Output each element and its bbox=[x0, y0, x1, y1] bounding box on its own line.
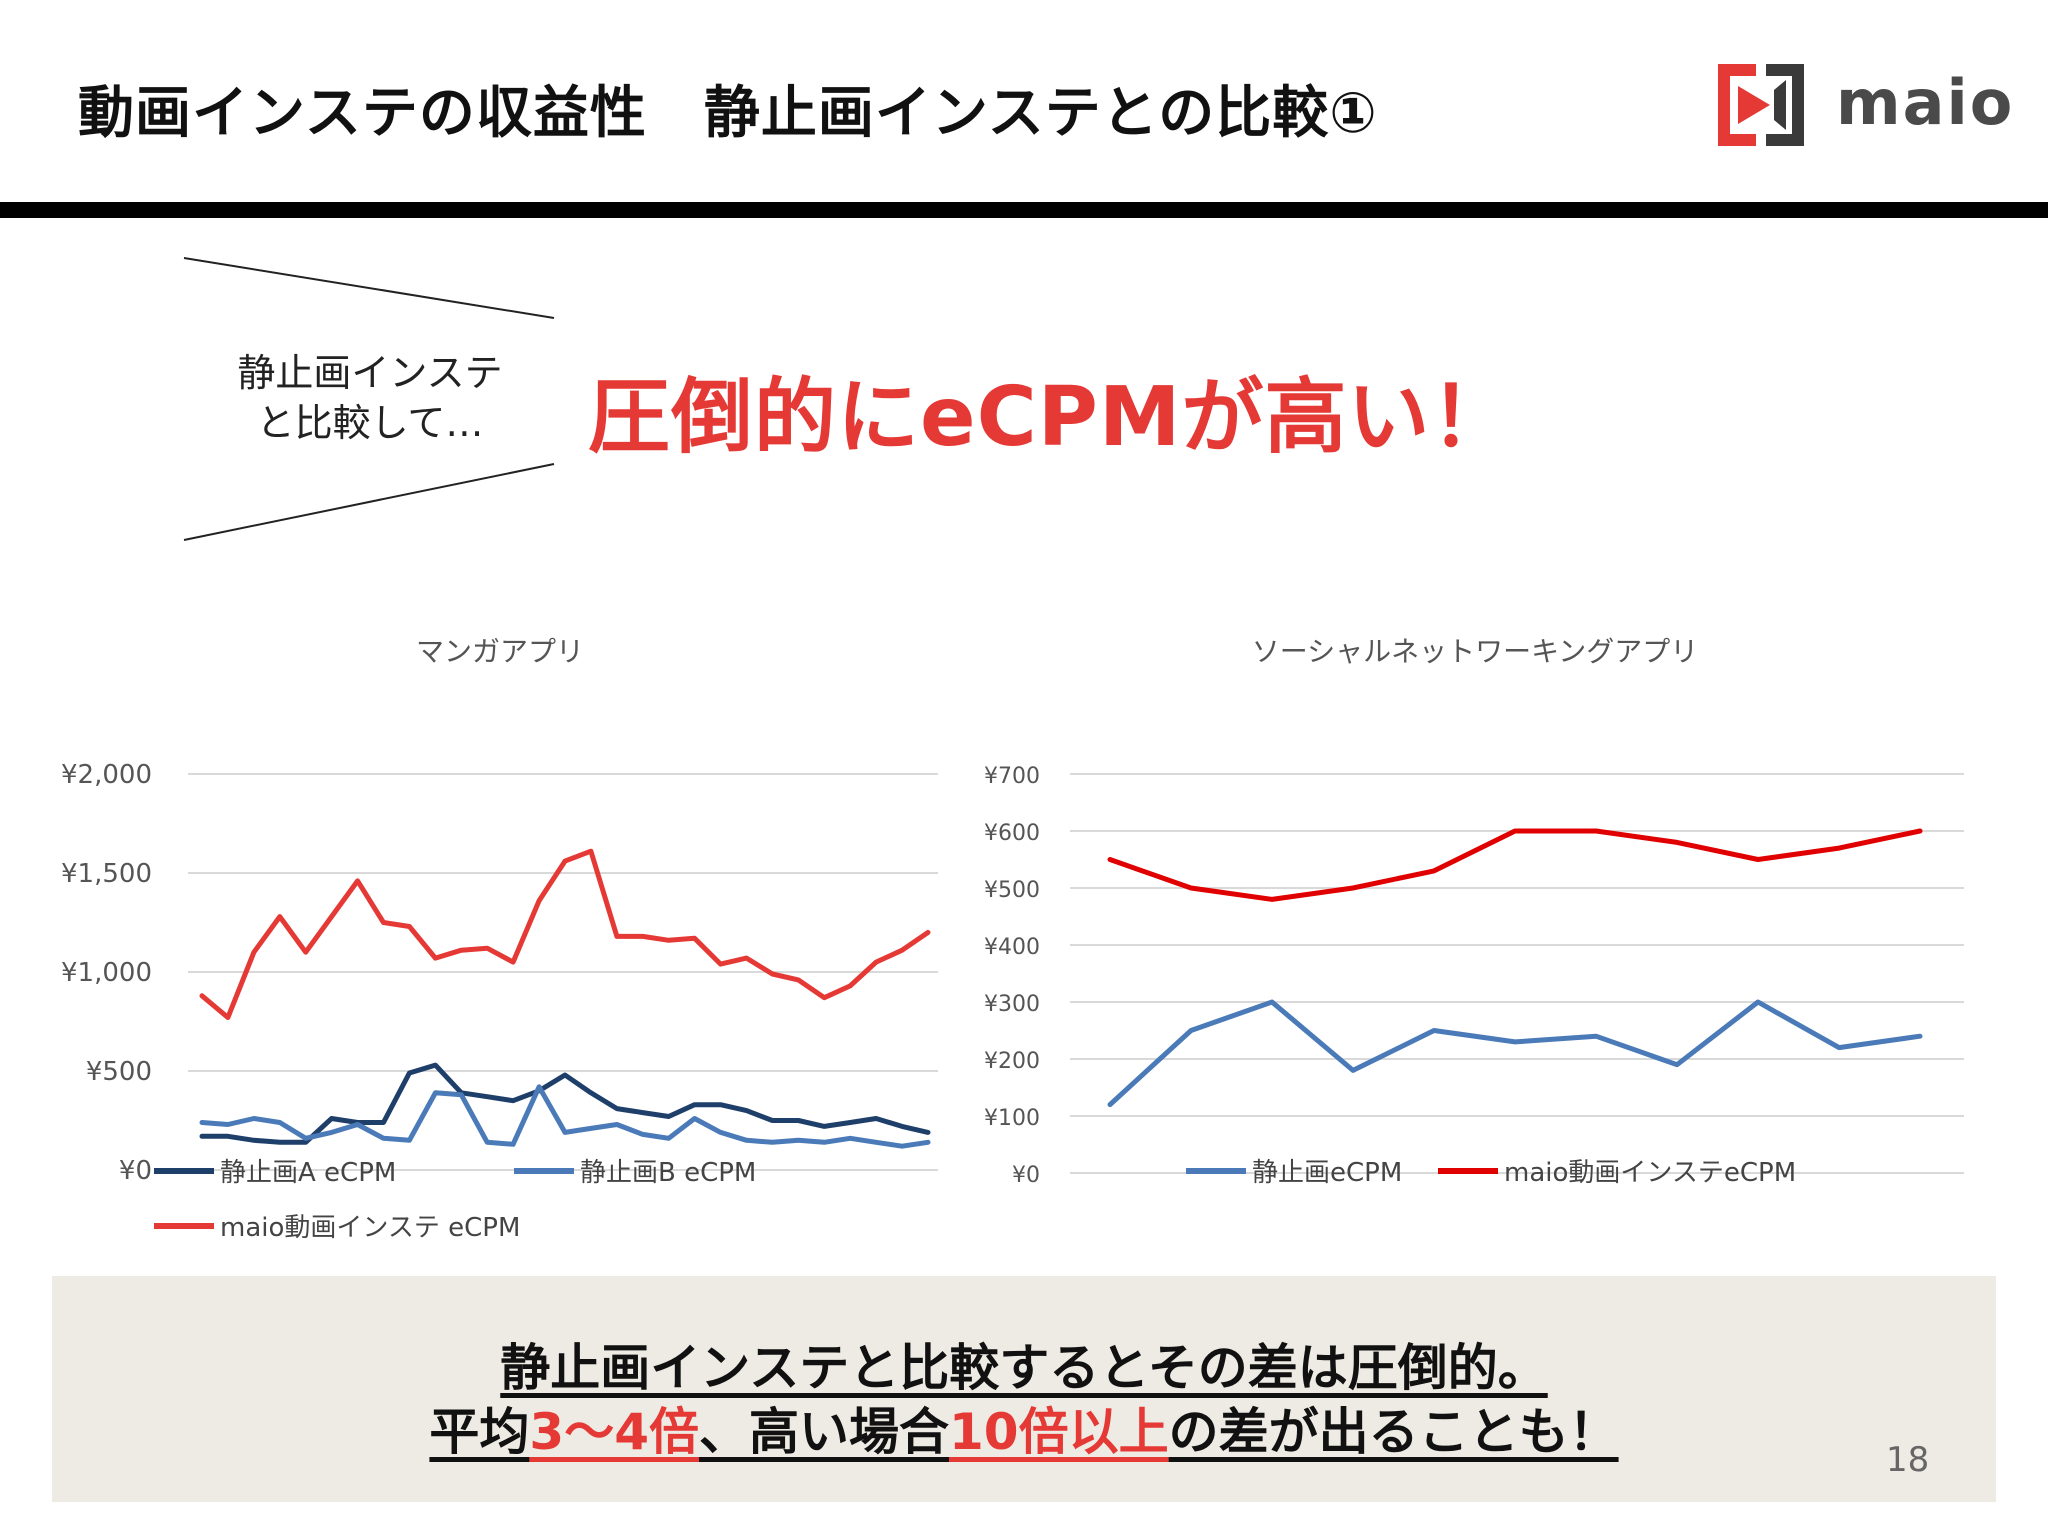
legend-label: 静止画A eCPM bbox=[220, 1158, 397, 1188]
series-line-1 bbox=[199, 1084, 931, 1149]
y-tick-label: ¥2,000 bbox=[61, 760, 152, 790]
chart-title: マンガアプリ bbox=[415, 635, 584, 668]
series-line-0 bbox=[1107, 999, 1923, 1108]
series-line-0 bbox=[199, 1062, 931, 1145]
summary-line-2: 平均3～4倍、高い場合10倍以上の差が出ることも！ bbox=[52, 1392, 1996, 1464]
series-line-2 bbox=[199, 848, 931, 1020]
logo-wordmark: maio bbox=[1836, 66, 2015, 139]
social-networking-app-chart: ソーシャルネットワーキングアプリ ¥0 ¥100 ¥200 ¥300 ¥400 ¥500 ¥… bbox=[960, 620, 1990, 1260]
legend-item-maio-video: maio動画インステeCPM bbox=[1438, 1152, 1796, 1189]
callout-text: 静止画インステ と比較して… bbox=[220, 348, 520, 448]
summary-box: 静止画インステと比較するとその差は圧倒的。 平均3～4倍、高い場合10倍以上の差… bbox=[52, 1276, 1996, 1502]
series-line-1 bbox=[1107, 828, 1923, 902]
y-tick-label: ¥1,000 bbox=[61, 958, 152, 988]
legend-label: 静止画B eCPM bbox=[580, 1158, 757, 1188]
y-tick-label: ¥1,500 bbox=[61, 859, 152, 889]
legend-swatch bbox=[1438, 1167, 1498, 1174]
legend-item-static: 静止画eCPM bbox=[1186, 1152, 1402, 1189]
summary-highlight-max: 10倍以上 bbox=[949, 1403, 1169, 1461]
legend-item-static-a: 静止画A eCPM bbox=[154, 1152, 396, 1189]
legend-item-maio-video: maio動画インステ eCPM bbox=[154, 1207, 520, 1244]
legend-label: 静止画eCPM bbox=[1252, 1158, 1403, 1188]
chart-title: ソーシャルネットワーキングアプリ bbox=[1251, 635, 1699, 668]
summary-line-1: 静止画インステと比較するとその差は圧倒的。 bbox=[52, 1328, 1996, 1400]
y-tick-label: ¥300 bbox=[984, 992, 1040, 1017]
social-chart-plot: ¥0 ¥100 ¥200 ¥300 ¥400 ¥500 ¥600 ¥700 bbox=[984, 764, 1964, 1188]
legend-label: maio動画インステ eCPM bbox=[220, 1213, 521, 1243]
manga-chart-plot: ¥0 ¥500 ¥1,000 ¥1,500 ¥2,000 bbox=[61, 760, 938, 1186]
legend-swatch bbox=[154, 1167, 214, 1174]
callout-bracket bbox=[183, 257, 555, 541]
summary-text-1: 静止画インステと比較するとその差は圧倒的。 bbox=[500, 1339, 1548, 1397]
legend-item-static-b: 静止画B eCPM bbox=[514, 1152, 756, 1189]
y-tick-label: ¥100 bbox=[984, 1106, 1040, 1131]
legend-swatch bbox=[1186, 1167, 1246, 1174]
page-number: 18 bbox=[1886, 1440, 1930, 1480]
manga-app-chart: マンガアプリ ¥0 ¥500 ¥1,000 ¥1,500 ¥2,000 静止画A eCP… bbox=[40, 620, 960, 1260]
summary-text-2e: の差が出ることも！ bbox=[1168, 1403, 1619, 1461]
summary-highlight-average: 3～4倍 bbox=[529, 1403, 699, 1461]
callout-line-2: と比較して… bbox=[256, 401, 484, 445]
y-tick-label: ¥200 bbox=[984, 1049, 1040, 1074]
header-divider bbox=[0, 202, 2048, 218]
legend-label: maio動画インステeCPM bbox=[1504, 1158, 1797, 1188]
summary-text-2c: 、高い場合 bbox=[699, 1403, 949, 1461]
y-tick-label: ¥500 bbox=[984, 878, 1040, 903]
legend-swatch bbox=[154, 1222, 214, 1229]
callout-line-1: 静止画インステ bbox=[237, 351, 503, 395]
y-tick-label: ¥700 bbox=[984, 764, 1040, 789]
maio-logo-icon bbox=[1718, 64, 1804, 146]
y-tick-label: ¥400 bbox=[984, 935, 1040, 960]
y-tick-label: ¥600 bbox=[984, 821, 1040, 846]
headline: 圧倒的にeCPMが高い！ bbox=[588, 370, 1514, 465]
y-tick-label: ¥0 bbox=[119, 1156, 152, 1186]
legend-swatch bbox=[514, 1167, 574, 1174]
maio-logo: maio bbox=[1712, 60, 2012, 150]
page-title: 動画インステの収益性 静止画インステとの比較① bbox=[78, 81, 1378, 146]
y-tick-label: ¥500 bbox=[86, 1057, 152, 1087]
y-tick-label: ¥0 bbox=[1012, 1163, 1040, 1188]
summary-text-2a: 平均 bbox=[429, 1403, 530, 1461]
